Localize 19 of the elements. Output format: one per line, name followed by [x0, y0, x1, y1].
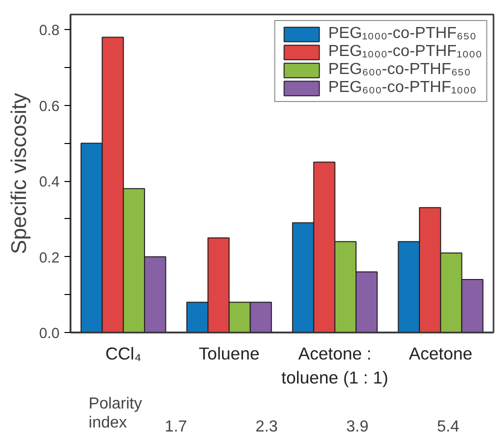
text: 5.4 [437, 418, 460, 433]
legend-label: PEG₁₀₀₀-co-PTHF₆₅₀ [328, 25, 476, 43]
y-tick-label: 0.8 [39, 23, 60, 40]
y-axis-title: Specific viscosity [7, 92, 32, 254]
x-tick-label: Toluene [198, 344, 260, 364]
text: 1.7 [164, 418, 188, 433]
legend-label: PEG₆₀₀-co-PTHF₆₅₀ [328, 61, 471, 79]
y-tick-label: 0.0 [39, 326, 60, 342]
legend-label: PEG₆₀₀-co-PTHF₁₀₀₀ [328, 79, 476, 97]
x-tick-label: CCl₄ [105, 344, 142, 364]
legend-label: PEG₁₀₀₀-co-PTHF₁₀₀₀ [328, 43, 482, 61]
text: Polarity index [88, 396, 142, 432]
y-tick-label: 0.4 [39, 174, 60, 191]
y-tick-label: 0.2 [39, 250, 60, 266]
text: 2.3 [256, 418, 278, 433]
y-tick-label: 0.6 [39, 98, 60, 115]
x-tick-label: Acetone : toluene (1 : 1) [281, 344, 388, 388]
text: 3.9 [346, 418, 369, 433]
x-tick-label: Acetone [408, 344, 472, 364]
